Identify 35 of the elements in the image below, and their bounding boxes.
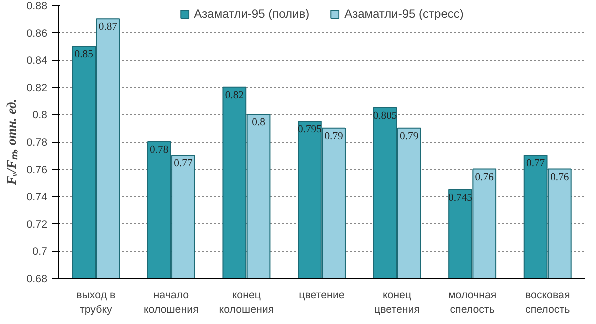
data-label: 0.76 (550, 172, 570, 184)
data-label: 0.87 (98, 22, 118, 34)
data-label: 0.77 (526, 158, 546, 170)
data-label: 0.79 (324, 131, 344, 142)
x-tick-label: восковая спелость (525, 290, 571, 316)
data-label: 0.77 (174, 158, 194, 170)
y-tick-label: 0.84 (26, 55, 48, 68)
y-tick-label: 0.76 (26, 164, 48, 176)
data-label: 0.85 (74, 49, 94, 60)
x-tick-label: начало колошения (144, 290, 200, 316)
y-tick-label: 0.82 (26, 82, 48, 94)
data-label: 0.78 (150, 145, 169, 156)
y-tick-label: 0.86 (26, 28, 48, 40)
data-label: 0.79 (400, 131, 419, 142)
x-tick-label: молочная спелость (448, 290, 497, 316)
y-tick-label: 0.72 (26, 218, 48, 231)
data-label: 0.795 (298, 124, 322, 136)
x-tick-label: конец цветения (374, 290, 420, 316)
y-axis-title: Fᵥ/Fₘ, отн. ед. (4, 98, 19, 186)
data-label: 0.82 (225, 90, 244, 102)
y-tick-label: 0.68 (26, 274, 48, 286)
y-tick-label: 0.74 (26, 192, 48, 204)
y-tick-label: 0.78 (26, 137, 48, 149)
data-label: 0.8 (252, 118, 266, 129)
y-tick-label: 0.8 (32, 110, 48, 122)
y-tick-label: 0.88 (26, 0, 48, 12)
y-tick-label: 0.7 (32, 246, 48, 258)
data-label: 0.76 (475, 172, 495, 184)
data-label: 0.805 (373, 110, 398, 122)
x-tick-label: цветение (299, 290, 345, 302)
data-label: 0.745 (448, 192, 473, 204)
x-tick-label: конец колошения (219, 290, 274, 316)
x-tick-label: выход в трубку (76, 290, 116, 316)
legend-label: Азаматли-95 (полив) (194, 7, 310, 21)
legend-label: Азаматли-95 (стресс) (344, 7, 464, 21)
